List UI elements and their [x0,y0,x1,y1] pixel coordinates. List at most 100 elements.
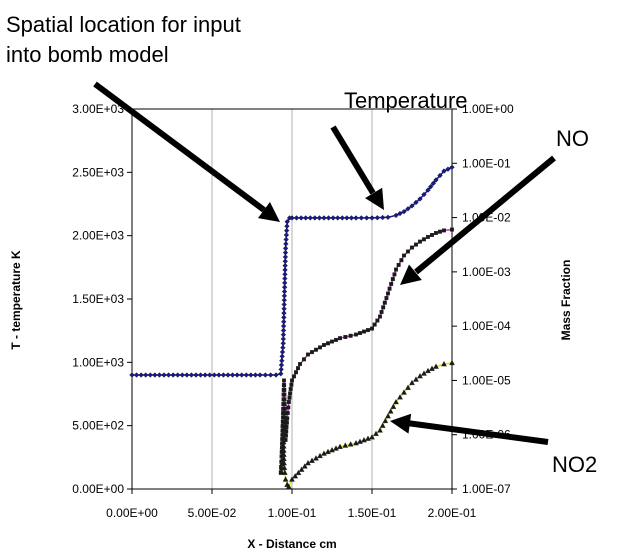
series-0-marker [312,215,318,221]
series-0-marker [279,353,285,360]
series-0-marker [282,280,288,286]
series-0-marker [267,372,274,378]
series-0-marker [280,332,287,338]
y-left-tick-label: 2.00E+03 [72,229,124,243]
series-0-marker [281,301,287,308]
series-1-marker [402,253,406,258]
series-0-marker [282,262,288,269]
series-1-marker [430,233,434,237]
series-0-marker [374,215,381,221]
series-2-marker [382,417,389,424]
arrowhead-no [400,264,422,285]
series-1-marker [381,305,386,310]
x-tick-label: 0.00E+00 [106,506,158,520]
series-0-marker [348,215,355,221]
series-1-marker [306,352,310,357]
y-right-tick-label: 1.00E-05 [462,373,511,387]
series-1-marker [343,335,348,339]
x-tick-label: 1.00E-01 [268,506,317,520]
series-0-marker [278,362,285,368]
series-2-marker [385,413,391,419]
series-2-marker [369,434,375,440]
series-1-marker [302,357,306,362]
series-0-marker [188,372,195,378]
series-0-marker [143,372,149,378]
y-right-tick-label: 1.00E-04 [462,319,511,333]
series-0-marker [405,206,411,212]
arrowhead-temperature [365,187,384,210]
series-1-marker [438,229,442,234]
series-0-marker [344,215,350,221]
series-1-marker [389,281,394,286]
series-0-marker [278,371,284,377]
series-1-marker [284,420,289,425]
y-left-tick-label: 2.50E+03 [72,165,124,179]
series-1-marker [399,258,404,263]
series-1-marker [296,366,300,371]
series-1-marker [292,374,296,379]
series-0-marker [257,372,263,378]
series-2-marker [342,442,349,448]
series-0-marker [282,258,288,264]
series-2-marker [325,448,331,454]
arrow-no2 [406,420,549,445]
series-2-marker [397,394,403,400]
series-0-marker [281,288,288,295]
series-0-marker [207,372,213,378]
x-axis-title: X - Distance cm [247,537,336,551]
arrowhead-no2 [390,413,412,434]
series-0-marker [284,223,290,229]
series-0-marker [430,180,437,186]
series-0-marker [283,232,290,238]
series-1-marker [310,350,314,355]
series-0-marker [152,372,158,378]
series-0-marker [211,372,217,378]
series-0-marker [283,227,290,234]
y-right-tick-label: 1.00E-03 [462,265,511,279]
series-1-marker [282,392,287,397]
series-1-marker [390,277,395,282]
series-0-marker [273,372,279,378]
series-0-marker [303,215,309,221]
series-2-marker [298,466,305,472]
series-0-marker [281,319,287,325]
series-0-marker [425,187,431,193]
series-2-marker [281,464,288,471]
series-1-marker [338,336,342,341]
series-1-marker [372,322,377,327]
series-2-marker [282,476,289,482]
x-tick-label: 2.00E-01 [428,506,477,520]
series-2-marker [333,445,339,451]
series-0-marker [316,215,323,221]
series-2-marker [329,447,335,453]
series-0-marker [307,215,313,221]
series-0-marker [413,199,419,206]
series-0-marker [193,372,199,378]
series-1-marker [354,332,358,337]
y-axis-left-title: T - temperature K [9,250,23,350]
series-2-marker [379,422,386,428]
series-1-marker [450,227,454,232]
series-1-marker [334,337,338,342]
series-1-marker [426,234,430,239]
series-1-marker [330,339,334,344]
series-2-marker [429,365,435,371]
series-0-marker [280,344,286,351]
grid-lines [211,109,373,489]
series-2-marker [321,450,327,456]
annotation-spatial-line-1: Spatial location for input [6,12,241,37]
series-0-marker [284,219,290,225]
series-1-marker [282,397,287,402]
series-0-marker [239,372,245,378]
series-1-marker [378,314,382,319]
series-0-marker [282,249,289,256]
series-2-marker [285,483,292,489]
series-2-marker [292,473,299,479]
series-0-marker [278,366,284,373]
annotation-no2: NO2 [552,452,597,477]
x-tick-label: 1.50E-01 [348,506,397,520]
series-1-marker [326,341,330,346]
series-1-marker [282,378,286,383]
series-1-marker [422,237,426,242]
